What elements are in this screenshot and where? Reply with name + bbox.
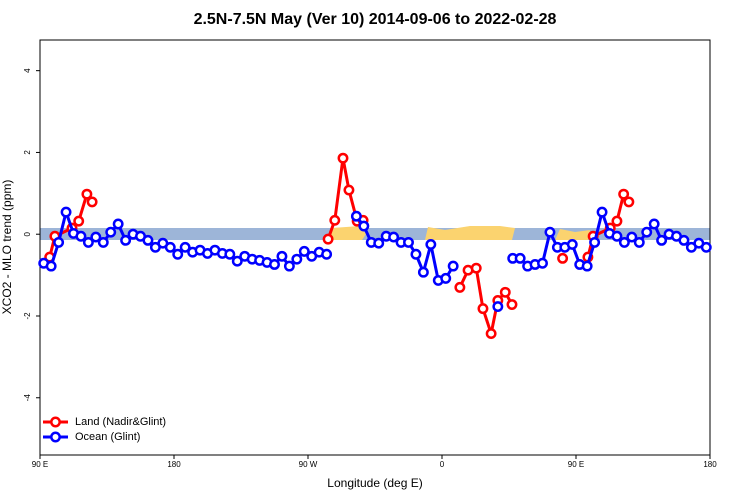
x-axis-label: Longitude (deg E): [327, 476, 422, 490]
data-point: [581, 260, 593, 272]
data-point: [678, 234, 690, 246]
x-tick-label: 0: [440, 460, 445, 469]
legend-label: Land (Nadir&Glint): [75, 416, 166, 428]
data-point: [623, 196, 635, 208]
data-point: [283, 260, 295, 272]
data-point: [90, 231, 102, 243]
data-point: [86, 196, 98, 208]
data-point: [626, 231, 638, 243]
x-tick-label: 180: [703, 460, 717, 469]
y-tick-label: 0: [23, 231, 32, 236]
legend: Land (Nadir&Glint) Ocean (Glint): [43, 416, 166, 443]
y-tick-label: -2: [23, 312, 32, 320]
data-point: [596, 206, 608, 218]
x-tick-label: 90 E: [568, 460, 584, 469]
data-point: [611, 230, 623, 242]
y-tick-label: -4: [23, 394, 32, 402]
data-point: [557, 252, 569, 264]
chart-title: 2.5N-7.5N May (Ver 10) 2014-09-06 to 202…: [194, 11, 557, 28]
data-point: [82, 236, 94, 248]
data-point: [322, 233, 334, 245]
data-point: [75, 230, 87, 242]
data-point: [73, 215, 85, 227]
data-point: [60, 206, 72, 218]
x-tick-label: 90 W: [299, 460, 318, 469]
data-point: [440, 272, 452, 284]
data-point: [45, 260, 57, 272]
data-point: [81, 188, 93, 200]
data-point: [172, 248, 184, 260]
data-point: [417, 266, 429, 278]
data-point: [164, 241, 176, 253]
data-point: [537, 257, 548, 269]
data-point: [120, 234, 132, 246]
data-point: [142, 234, 154, 246]
data-point: [410, 248, 422, 260]
data-point: [269, 259, 280, 270]
data-point: [291, 253, 303, 265]
legend-marker: [50, 431, 61, 443]
data-point: [53, 236, 65, 248]
data-point: [105, 226, 117, 238]
data-point: [276, 250, 288, 262]
land-patch: [425, 226, 515, 240]
data-point: [447, 260, 459, 272]
legend-marker: [50, 416, 61, 428]
data-point: [618, 236, 630, 248]
data-point: [506, 299, 518, 310]
data-point: [544, 226, 556, 238]
data-point: [514, 252, 526, 264]
data-point: [499, 286, 511, 298]
data-point: [231, 255, 243, 267]
data-point: [470, 262, 482, 274]
land-patch: [555, 229, 590, 240]
data-point: [388, 231, 400, 243]
ocean-strip: [40, 228, 710, 240]
data-point: [321, 248, 333, 260]
data-point: [425, 238, 437, 250]
data-point: [485, 328, 497, 340]
data-point: [633, 236, 645, 248]
data-point: [618, 188, 630, 200]
data-point: [641, 226, 653, 238]
y-tick-label: 4: [23, 68, 32, 73]
data-point: [656, 234, 668, 246]
data-point: [298, 245, 310, 257]
land-patch: [330, 226, 366, 240]
x-tick-label: 180: [167, 460, 181, 469]
y-tick-label: 2: [23, 150, 32, 155]
data-point: [477, 303, 489, 315]
y-axis-label: XCO2 - MLO trend (ppm): [0, 180, 14, 315]
data-point: [566, 238, 578, 250]
data-point: [454, 281, 466, 293]
land-ocean-strip: [40, 226, 710, 240]
data-point: [358, 220, 370, 232]
data-point: [179, 241, 191, 253]
data-point: [589, 236, 601, 248]
x-tick-label: 90 E: [32, 460, 48, 469]
data-point: [700, 241, 712, 253]
data-point: [224, 248, 236, 260]
data-point: [403, 236, 414, 248]
data-point: [648, 218, 660, 230]
data-point: [112, 218, 124, 230]
data-point: [329, 214, 341, 226]
data-point: [350, 210, 362, 222]
data-point: [337, 152, 349, 164]
data-point: [343, 184, 355, 196]
data-point: [492, 301, 504, 313]
data-point: [611, 215, 623, 227]
data-point: [373, 237, 385, 249]
data-point: [97, 236, 109, 248]
legend-label: Ocean (Glint): [75, 431, 140, 443]
